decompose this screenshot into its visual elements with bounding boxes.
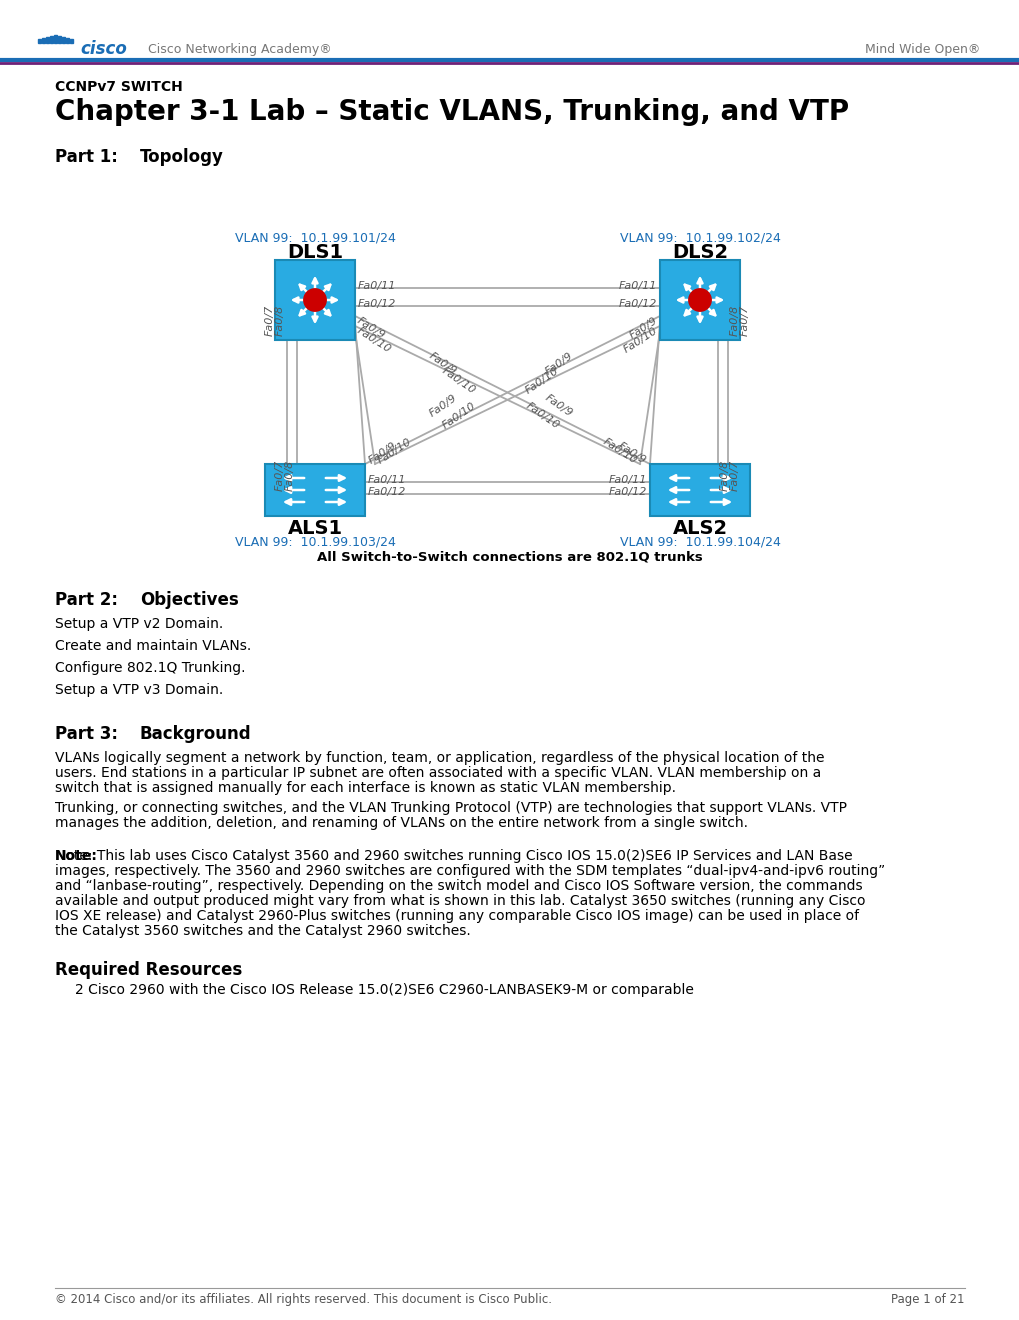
- Text: DLS1: DLS1: [286, 243, 342, 261]
- Text: Background: Background: [140, 725, 252, 743]
- Text: Create and maintain VLANs.: Create and maintain VLANs.: [55, 639, 251, 653]
- Text: Required Resources: Required Resources: [55, 961, 243, 979]
- Text: © 2014 Cisco and/or its affiliates. All rights reserved. This document is Cisco : © 2014 Cisco and/or its affiliates. All …: [55, 1294, 551, 1305]
- Text: DLS2: DLS2: [672, 243, 728, 261]
- Text: and “lanbase-routing”, respectively. Depending on the switch model and Cisco IOS: and “lanbase-routing”, respectively. Dep…: [55, 879, 862, 894]
- Text: Fa0/10: Fa0/10: [523, 366, 560, 396]
- Text: cisco: cisco: [79, 40, 126, 58]
- Bar: [54, 36, 57, 44]
- Text: Chapter 3-1 Lab – Static VLANS, Trunking, and VTP: Chapter 3-1 Lab – Static VLANS, Trunking…: [55, 98, 848, 125]
- Text: switch that is assigned manually for each interface is known as static VLAN memb: switch that is assigned manually for eac…: [55, 781, 676, 795]
- Text: ALS1: ALS1: [287, 519, 342, 537]
- FancyBboxPatch shape: [659, 260, 739, 341]
- FancyBboxPatch shape: [275, 260, 355, 341]
- Text: Fa0/7: Fa0/7: [730, 459, 739, 491]
- Text: manages the addition, deletion, and renaming of VLANs on the entire network from: manages the addition, deletion, and rena…: [55, 816, 747, 830]
- Text: Topology: Topology: [140, 148, 223, 166]
- Text: Fa0/9: Fa0/9: [543, 393, 575, 418]
- Text: VLAN 99:  10.1.99.104/24: VLAN 99: 10.1.99.104/24: [619, 536, 780, 549]
- Bar: [50, 36, 53, 44]
- Text: Fa0/9: Fa0/9: [427, 393, 458, 418]
- Bar: [70, 40, 72, 44]
- Text: Setup a VTP v2 Domain.: Setup a VTP v2 Domain.: [55, 616, 223, 631]
- Text: Fa0/12: Fa0/12: [358, 300, 396, 309]
- Text: Fa0/9: Fa0/9: [427, 351, 458, 378]
- Text: Part 3:: Part 3:: [55, 725, 118, 743]
- Text: Configure 802.1Q Trunking.: Configure 802.1Q Trunking.: [55, 661, 246, 675]
- Text: Fa0/9: Fa0/9: [628, 315, 659, 341]
- Text: 2 Cisco 2960 with the Cisco IOS Release 15.0(2)SE6 C2960-LANBASEK9-M or comparab: 2 Cisco 2960 with the Cisco IOS Release …: [75, 983, 693, 997]
- Text: Fa0/11: Fa0/11: [368, 475, 406, 484]
- Text: VLANs logically segment a network by function, team, or application, regardless : VLANs logically segment a network by fun…: [55, 751, 823, 766]
- Text: Objectives: Objectives: [140, 591, 238, 609]
- Text: ALS2: ALS2: [672, 519, 727, 537]
- Text: Fa0/11: Fa0/11: [608, 475, 646, 484]
- Text: Fa0/9: Fa0/9: [615, 441, 647, 466]
- Text: Fa0/10: Fa0/10: [355, 326, 392, 355]
- Text: Fa0/11: Fa0/11: [358, 281, 396, 290]
- Text: Fa0/10: Fa0/10: [523, 401, 560, 432]
- Text: VLAN 99:  10.1.99.102/24: VLAN 99: 10.1.99.102/24: [619, 231, 780, 244]
- Circle shape: [688, 289, 710, 312]
- Text: Fa0/8: Fa0/8: [719, 459, 730, 491]
- Text: Fa0/12: Fa0/12: [608, 487, 646, 498]
- Text: Fa0/7: Fa0/7: [275, 459, 284, 491]
- Text: Fa0/8: Fa0/8: [284, 459, 294, 491]
- Text: CCNPv7 SWITCH: CCNPv7 SWITCH: [55, 81, 182, 94]
- Text: Fa0/9: Fa0/9: [367, 441, 398, 466]
- Text: Fa0/9: Fa0/9: [355, 315, 386, 341]
- Text: Fa0/10: Fa0/10: [600, 437, 638, 466]
- Text: Note: This lab uses Cisco Catalyst 3560 and 2960 switches running Cisco IOS 15.0: Note: This lab uses Cisco Catalyst 3560 …: [55, 849, 852, 863]
- Text: Fa0/10: Fa0/10: [622, 326, 659, 355]
- Text: Fa0/12: Fa0/12: [618, 300, 656, 309]
- Text: Trunking, or connecting switches, and the VLAN Trunking Protocol (VTP) are techn: Trunking, or connecting switches, and th…: [55, 801, 846, 814]
- Text: Part 2:: Part 2:: [55, 591, 118, 609]
- Text: Fa0/9: Fa0/9: [543, 351, 575, 378]
- Text: Fa0/7: Fa0/7: [265, 305, 275, 335]
- Text: Setup a VTP v3 Domain.: Setup a VTP v3 Domain.: [55, 682, 223, 697]
- Text: users. End stations in a particular IP subnet are often associated with a specif: users. End stations in a particular IP s…: [55, 766, 820, 780]
- FancyBboxPatch shape: [265, 465, 365, 516]
- Text: All Switch-to-Switch connections are 802.1Q trunks: All Switch-to-Switch connections are 802…: [317, 550, 702, 564]
- Bar: [38, 40, 41, 44]
- Bar: [58, 36, 61, 44]
- Circle shape: [304, 289, 326, 312]
- Text: the Catalyst 3560 switches and the Catalyst 2960 switches.: the Catalyst 3560 switches and the Catal…: [55, 924, 471, 939]
- Text: Mind Wide Open®: Mind Wide Open®: [864, 42, 979, 55]
- Bar: [46, 37, 49, 44]
- Text: Note:: Note:: [55, 849, 98, 863]
- Text: Page 1 of 21: Page 1 of 21: [891, 1294, 964, 1305]
- Text: Fa0/8: Fa0/8: [275, 305, 284, 335]
- Text: Fa0/11: Fa0/11: [618, 281, 656, 290]
- Text: VLAN 99:  10.1.99.101/24: VLAN 99: 10.1.99.101/24: [234, 231, 395, 244]
- Bar: [42, 38, 45, 44]
- FancyBboxPatch shape: [649, 465, 749, 516]
- Text: Fa0/10: Fa0/10: [440, 401, 477, 432]
- Text: Part 1:: Part 1:: [55, 148, 118, 166]
- Text: Fa0/8: Fa0/8: [730, 305, 739, 335]
- Text: Fa0/7: Fa0/7: [739, 305, 749, 335]
- Text: Fa0/12: Fa0/12: [368, 487, 406, 498]
- Text: available and output produced might vary from what is shown in this lab. Catalys: available and output produced might vary…: [55, 894, 865, 908]
- Text: images, respectively. The 3560 and 2960 switches are configured with the SDM tem: images, respectively. The 3560 and 2960 …: [55, 865, 884, 878]
- Bar: [62, 37, 65, 44]
- Text: IOS XE release) and Catalyst 2960-Plus switches (running any comparable Cisco IO: IOS XE release) and Catalyst 2960-Plus s…: [55, 909, 858, 923]
- Text: Fa0/10: Fa0/10: [376, 437, 414, 466]
- Text: Cisco Networking Academy®: Cisco Networking Academy®: [148, 42, 331, 55]
- Text: VLAN 99:  10.1.99.103/24: VLAN 99: 10.1.99.103/24: [234, 536, 395, 549]
- Bar: [66, 38, 68, 44]
- Text: Fa0/10: Fa0/10: [440, 366, 477, 396]
